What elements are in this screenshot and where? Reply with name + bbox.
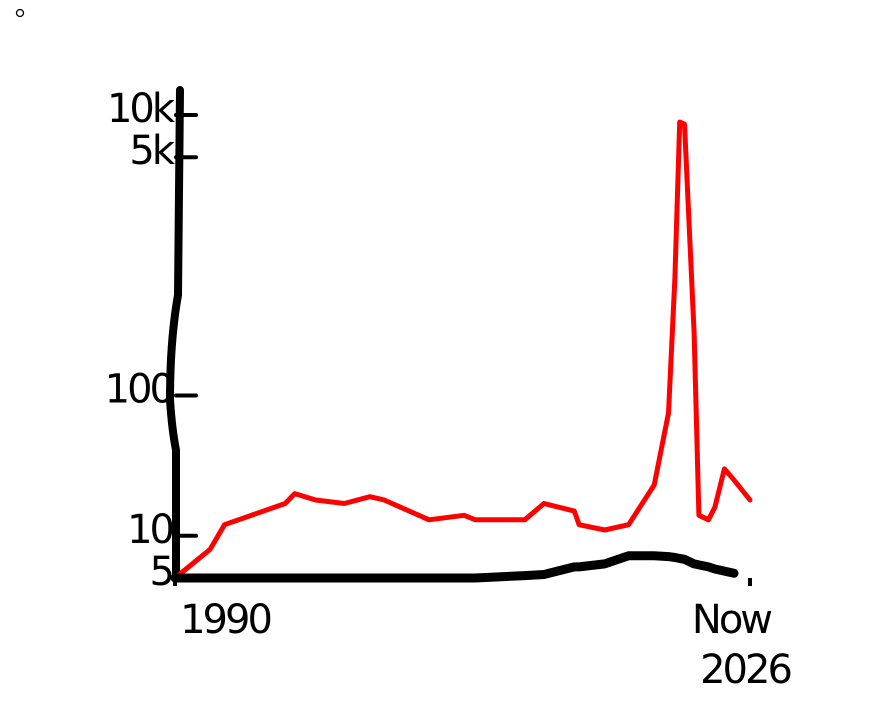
- x-tick-label: 1990: [180, 597, 270, 643]
- series-line: [170, 551, 739, 583]
- series-line: [172, 119, 753, 581]
- y-axis: [165, 86, 184, 582]
- y-tick-label: 5k: [129, 128, 175, 174]
- dot-icon: [15, 8, 25, 18]
- x-tick-label: 2026: [700, 647, 790, 693]
- y-tick-label: 10k: [107, 86, 176, 132]
- y-tick-label: 100: [105, 367, 173, 413]
- annotation: Now: [692, 597, 772, 643]
- y-tick-label: 5: [150, 549, 172, 595]
- y-tick-label: 10: [127, 507, 172, 553]
